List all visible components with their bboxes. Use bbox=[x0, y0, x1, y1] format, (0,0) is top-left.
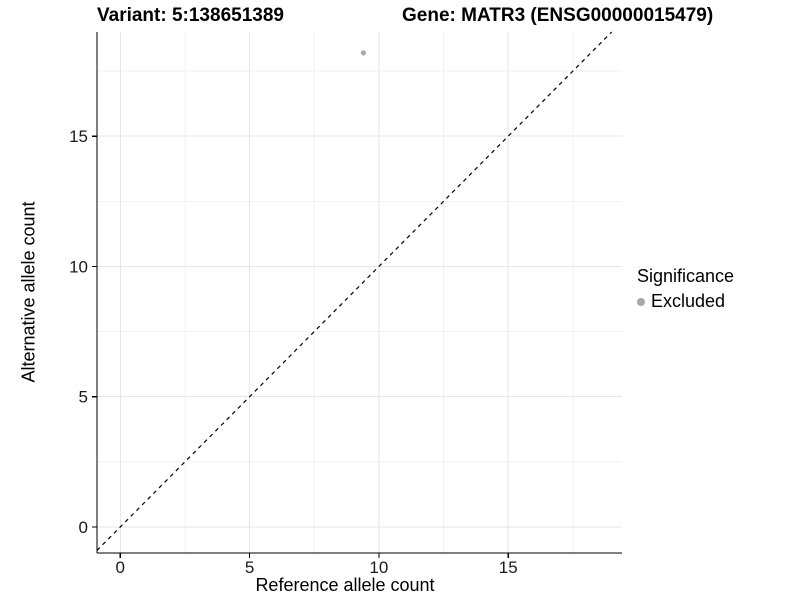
legend: Significance Excluded bbox=[637, 266, 734, 312]
x-tick-label: 0 bbox=[116, 558, 125, 577]
legend-title: Significance bbox=[637, 266, 735, 286]
y-tick-label: 15 bbox=[69, 127, 88, 146]
legend-item-label: Excluded bbox=[651, 291, 726, 311]
x-tick-label: 5 bbox=[245, 558, 254, 577]
identity-reference-line bbox=[96, 31, 613, 551]
x-tick-label: 10 bbox=[369, 558, 388, 577]
x-tick-label: 15 bbox=[499, 558, 518, 577]
plot-title-variant: Variant: 5:138651389 bbox=[97, 5, 284, 26]
y-tick-label: 5 bbox=[79, 388, 88, 407]
data-point bbox=[360, 50, 366, 56]
y-tick-label: 0 bbox=[79, 518, 88, 537]
x-axis-title: Reference allele count bbox=[255, 575, 435, 595]
plot-title-gene: Gene: MATR3 (ENSG00000015479) bbox=[402, 5, 714, 26]
legend-point-icon bbox=[637, 297, 645, 306]
legend-item-excluded: Excluded bbox=[637, 291, 734, 312]
y-axis-title: Alternative allele count bbox=[18, 201, 39, 383]
y-tick-label: 10 bbox=[69, 257, 88, 276]
